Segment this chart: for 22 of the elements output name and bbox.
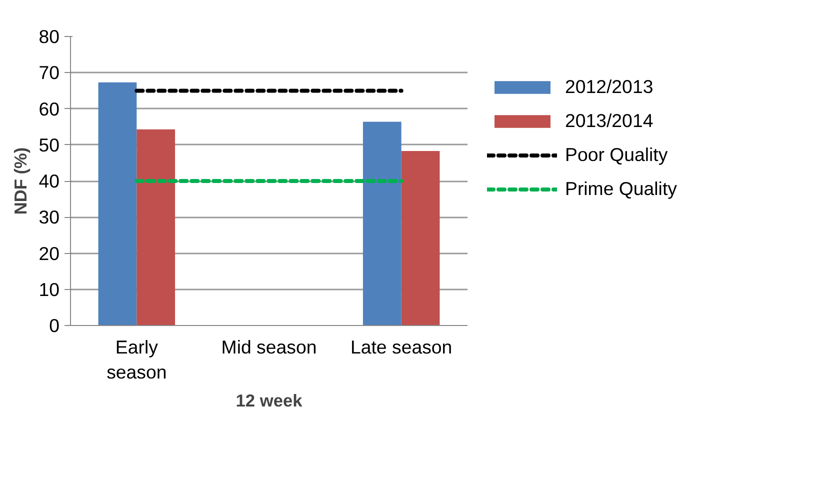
y-tick-label: 10 (38, 278, 60, 300)
legend-label: Poor Quality (565, 144, 668, 166)
x-tick-label: Late season (350, 336, 452, 358)
y-tick-label: 60 (38, 98, 60, 120)
x-tick-label: Early season (106, 336, 167, 383)
legend-label: Prime Quality (565, 178, 677, 200)
y-tick-label: 70 (38, 62, 60, 84)
legend-label: 2013/2014 (565, 110, 654, 132)
bar (401, 151, 440, 326)
bar (362, 122, 402, 326)
y-tick-label: 80 (38, 26, 60, 47)
y-axis-title: NDF (%) (10, 147, 31, 215)
y-tick-label: 40 (38, 170, 60, 192)
y-tick-label: 50 (38, 134, 60, 156)
bar (136, 129, 176, 326)
y-tick-label: 0 (49, 315, 60, 336)
x-tick-label: Mid season (221, 336, 317, 358)
y-tick-label: 30 (38, 206, 60, 228)
legend-label: 2012/2013 (565, 76, 654, 98)
x-axis-title: 12 week (236, 390, 303, 411)
bar (98, 82, 137, 326)
y-tick-label: 20 (38, 242, 60, 264)
